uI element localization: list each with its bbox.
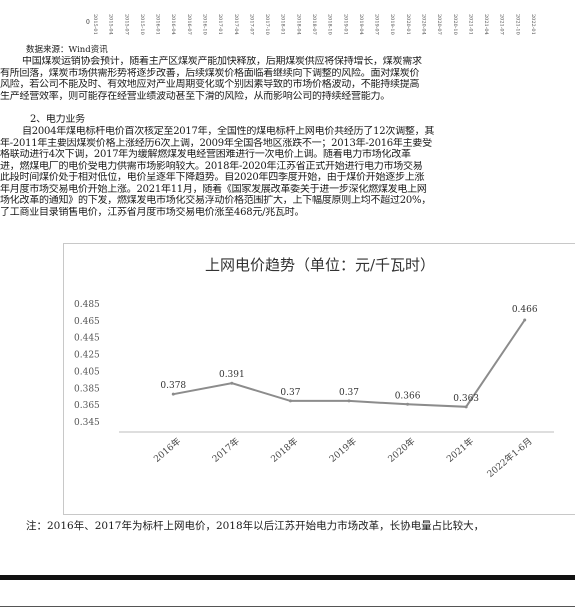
top-chart-x-label: 2016-10 — [202, 14, 208, 35]
top-chart-x-label: 2018-10 — [327, 14, 333, 35]
top-chart-x-label: 2020-10 — [452, 14, 458, 35]
top-chart-x-label: 2018-04 — [295, 14, 301, 35]
data-value-label: 0.37 — [280, 388, 300, 398]
top-chart-x-label: 2020-01 — [405, 14, 411, 35]
top-chart: 2015-01 2015-04 2015-07 2015-10 2016-01 2016-… — [86, 14, 536, 35]
x-category-label: 2022年1-6月 — [484, 435, 534, 480]
top-chart-x-label: 2017-04 — [233, 14, 239, 35]
paragraph-line: 有所回落，煤炭市场供需形势将逐步改善，后续煤炭价格面临着继续向下调整的风险。面对… — [0, 67, 420, 79]
top-chart-x-label: 2021-04 — [483, 14, 489, 35]
top-chart-x-label: 2017-10 — [264, 14, 270, 35]
price-data-point — [288, 399, 292, 403]
price-data-point — [464, 405, 468, 409]
price-data-point — [347, 399, 351, 403]
paragraph-line: 生产经营效率，则可能存在经营业绩波动甚至下滑的风险，从而影响公司的持续经营能力。 — [0, 90, 390, 102]
x-category-label: 2019年 — [327, 435, 359, 465]
y-tick-label: 0.445 — [74, 334, 100, 344]
top-chart-x-label: 2019-07 — [374, 14, 380, 35]
x-category-label: 2018年 — [268, 435, 300, 465]
top-chart-x-label: 2017-07 — [248, 14, 254, 35]
y-tick-label: 0.365 — [74, 401, 100, 411]
price-data-point — [230, 381, 234, 385]
price-data-point — [523, 318, 527, 322]
paragraph-line: 中国煤炭运销协会预计，随着主产区煤炭产能加快释放，后期煤炭供应将保持增长，煤炭需… — [22, 56, 422, 67]
top-chart-x-label: 2020-04 — [421, 14, 427, 35]
top-chart-x-label: 2015-04 — [108, 14, 114, 35]
price-trend-chart-svg: 上网电价趋势（单位：元/千瓦时） 0.485 0.465 0.445 0.425 0.4… — [74, 256, 554, 480]
top-chart-zero-label: 0 — [86, 19, 90, 26]
y-tick-label: 0.405 — [74, 367, 100, 377]
y-tick-label: 0.385 — [74, 384, 100, 394]
top-chart-x-label: 2016-04 — [170, 14, 176, 35]
top-chart-x-label: 2021-01 — [467, 14, 473, 35]
top-chart-x-label: 2016-01 — [155, 14, 161, 35]
data-value-label: 0.378 — [160, 381, 186, 391]
paragraph-line: 年-2011年主要因煤炭价格上涨经历6次上调，2009年全国各地区涨跌不一；20… — [0, 137, 432, 149]
price-data-point — [406, 402, 410, 406]
top-chart-x-label: 2017-01 — [217, 14, 223, 35]
price-data-point — [171, 392, 175, 396]
top-chart-x-label: 2015-10 — [139, 14, 145, 35]
paragraph-line: 格联动进行4次下调，2017年为缓解燃煤发电经营困难进行一次电价上调。随着电力市… — [0, 149, 411, 160]
top-chart-x-label: 2016-07 — [186, 14, 192, 35]
data-value-label: 0.363 — [453, 394, 479, 404]
top-chart-x-label: 2020-07 — [436, 14, 442, 35]
page-divider — [0, 575, 575, 580]
x-category-label: 2020年 — [385, 435, 417, 465]
top-chart-x-label: 2015-01 — [92, 14, 98, 35]
chart-title: 上网电价趋势（单位：元/千瓦时） — [205, 256, 435, 274]
x-category-label: 2016年 — [151, 435, 183, 465]
paragraph-line: 风险，若公司不能及时、有效地应对产业周期变化或个别因素导致的市场价格波动，不能持… — [0, 79, 420, 90]
y-tick-label: 0.485 — [74, 300, 100, 310]
top-chart-x-label: 2018-01 — [280, 14, 286, 35]
top-chart-x-label: 2021-07 — [499, 14, 505, 35]
top-chart-x-label: 2015-07 — [123, 14, 129, 35]
paragraph-line: 年月度市场交易电价开始上涨。2021年11月，随着《国家发展改革委关于进一步深化… — [0, 183, 427, 195]
top-chart-x-label: 2019-01 — [342, 14, 348, 35]
paragraph-power-business: 自2004年煤电标杆电价首次核定至2017年，全国性的煤电标杆上网电价共经历了1… — [0, 126, 575, 218]
paragraph-line: 了工商业目录销售电价，江苏省月度市场交易电价涨至468元/兆瓦时。 — [0, 206, 305, 218]
paragraph-coal-risk: 中国煤炭运销协会预计，随着主产区煤炭产能加快释放，后期煤炭供应将保持增长，煤炭需… — [0, 56, 575, 102]
data-value-label: 0.366 — [395, 391, 421, 401]
section-heading: 2、电力业务 — [30, 114, 85, 125]
x-category-label: 2021年 — [444, 435, 476, 465]
data-value-label: 0.466 — [512, 305, 538, 315]
top-chart-x-label: 2019-04 — [358, 14, 364, 35]
top-chart-x-label: 2022-01 — [530, 14, 536, 35]
paragraph-line: 场化改革的通知》的下发，燃煤发电市场化交易浮动价格范围扩大，上下幅度原则上均不超… — [0, 195, 431, 206]
chart-note: 注：2016年、2017年为标杆上网电价，2018年以后江苏开始电力市场改革，长… — [26, 520, 485, 532]
paragraph-line: 进，燃煤电厂的电价受电力供需市场影响较大。2018年-2020年江苏省正式开始进… — [0, 160, 423, 172]
y-tick-label: 0.345 — [74, 418, 100, 428]
top-chart-x-label: 2018-07 — [311, 14, 317, 35]
x-category-label: 2017年 — [210, 435, 242, 465]
paragraph-line: 自2004年煤电标杆电价首次核定至2017年，全国性的煤电标杆上网电价共经历了1… — [22, 126, 435, 137]
data-value-label: 0.391 — [219, 370, 245, 380]
y-tick-label: 0.465 — [74, 317, 100, 327]
price-trend-chart: 上网电价趋势（单位：元/千瓦时） 0.485 0.465 0.445 0.425 0.4… — [63, 243, 575, 515]
data-source: 数据来源：Wind资讯 — [26, 45, 108, 55]
paragraph-line: 此段时间煤价处于相对低位，电价呈逐年下降趋势。自2020年四季度开始，由于煤价开… — [0, 172, 425, 183]
data-value-label: 0.37 — [339, 388, 359, 398]
y-tick-label: 0.425 — [74, 351, 100, 361]
top-chart-x-label: 2019-10 — [389, 14, 395, 35]
top-chart-x-label: 2021-10 — [514, 14, 520, 35]
page-bottom-line — [0, 606, 575, 607]
